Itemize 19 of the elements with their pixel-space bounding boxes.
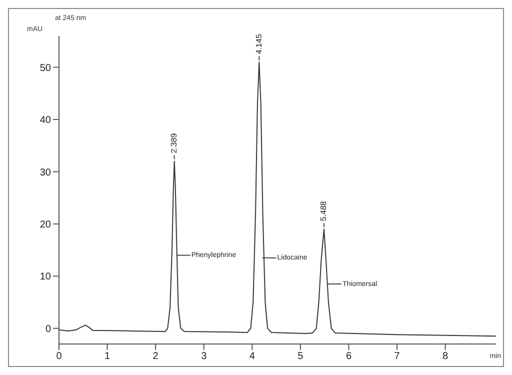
annotation: 4.145	[254, 34, 264, 54]
y-tick-label: 40	[40, 115, 52, 126]
x-tick-label: 1	[104, 351, 111, 362]
line-series	[59, 62, 496, 337]
x-tick-label: 8	[442, 351, 449, 362]
x-tick-label: 3	[201, 351, 208, 362]
x-tick-label: 6	[346, 351, 352, 362]
x-tick-label: 4	[249, 351, 256, 362]
y-tick-label: 20	[40, 219, 52, 230]
annotation: 2.389	[169, 132, 178, 154]
x-tick-label: 7	[394, 351, 400, 362]
y-tick-label: 10	[40, 272, 52, 283]
y-tick-label: 0	[45, 324, 52, 335]
annotation: 5.488	[319, 200, 328, 222]
x-tick-label: 0	[56, 351, 62, 362]
x-tick-label: 2	[152, 351, 159, 362]
y-tick-label: 30	[40, 167, 52, 178]
x-tick-label: 5	[298, 351, 304, 362]
y-tick-label: 50	[40, 62, 52, 74]
